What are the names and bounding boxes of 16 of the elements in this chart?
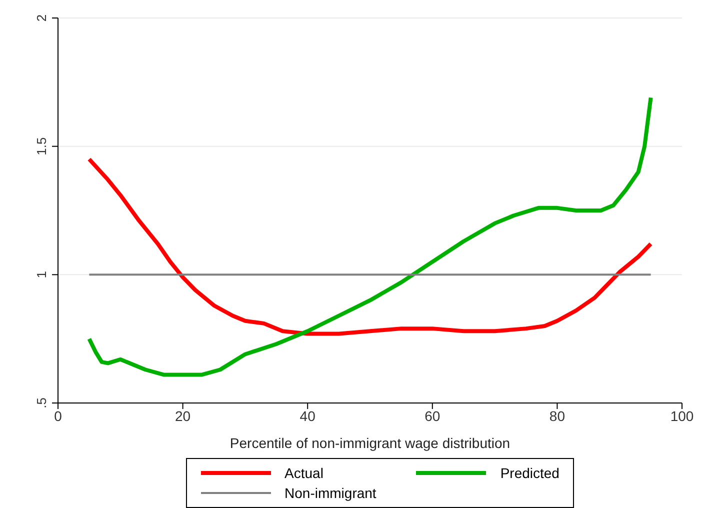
legend-label: Actual — [284, 465, 324, 481]
x-tick-label: 0 — [54, 408, 62, 424]
x-tick-label: 20 — [175, 408, 191, 424]
x-tick-label: 40 — [300, 408, 316, 424]
line-series — [87, 157, 653, 336]
y-tick-label: 1.5 — [34, 137, 49, 156]
legend-label: Non-immigrant — [284, 485, 376, 501]
line-series — [87, 96, 653, 377]
x-tick-label: 80 — [549, 408, 566, 424]
x-tick-label: 60 — [424, 408, 440, 424]
x-axis-title: Percentile of non-immigrant wage distribution — [230, 435, 510, 451]
y-tick-label: .5 — [34, 398, 49, 408]
legend-label: Predicted — [500, 465, 560, 481]
y-tick-label: 2 — [34, 14, 49, 22]
y-tick-label: 1 — [34, 271, 49, 278]
x-tick-label: 100 — [670, 408, 694, 424]
